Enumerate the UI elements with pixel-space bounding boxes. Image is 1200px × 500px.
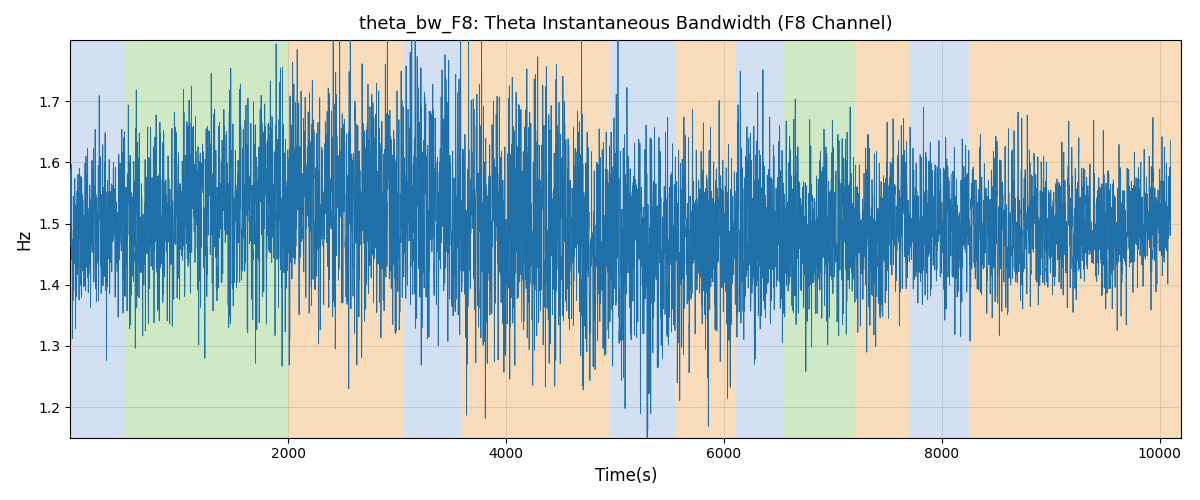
- Title: theta_bw_F8: Theta Instantaneous Bandwidth (F8 Channel): theta_bw_F8: Theta Instantaneous Bandwid…: [359, 15, 893, 34]
- Bar: [610, 40, 674, 438]
- Bar: [674, 40, 734, 438]
- Bar: [784, 40, 854, 438]
- Bar: [910, 40, 968, 438]
- Bar: [462, 40, 610, 438]
- Bar: [71, 40, 125, 438]
- Bar: [854, 40, 910, 438]
- Bar: [125, 40, 288, 438]
- Bar: [968, 40, 1181, 438]
- Bar: [734, 40, 784, 438]
- Y-axis label: Hz: Hz: [14, 228, 32, 250]
- Bar: [402, 40, 462, 438]
- Bar: [288, 40, 402, 438]
- X-axis label: Time(s): Time(s): [595, 467, 658, 485]
